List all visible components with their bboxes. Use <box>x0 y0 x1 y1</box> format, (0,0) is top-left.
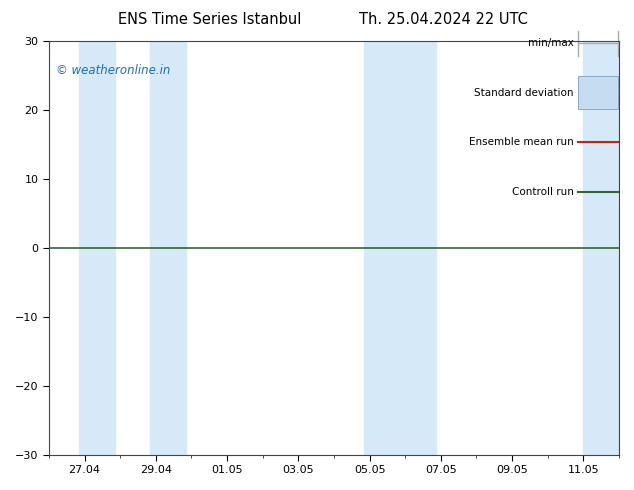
Text: © weatheronline.in: © weatheronline.in <box>56 64 170 77</box>
Bar <box>578 76 618 109</box>
Bar <box>79 41 115 455</box>
Bar <box>583 41 619 455</box>
Text: min/max: min/max <box>527 38 573 48</box>
Text: Controll run: Controll run <box>512 187 573 197</box>
Text: Standard deviation: Standard deviation <box>474 88 573 98</box>
Bar <box>365 41 436 455</box>
Bar <box>150 41 186 455</box>
Text: Ensemble mean run: Ensemble mean run <box>469 137 573 147</box>
Text: ENS Time Series Istanbul: ENS Time Series Istanbul <box>117 12 301 27</box>
Text: Th. 25.04.2024 22 UTC: Th. 25.04.2024 22 UTC <box>359 12 528 27</box>
